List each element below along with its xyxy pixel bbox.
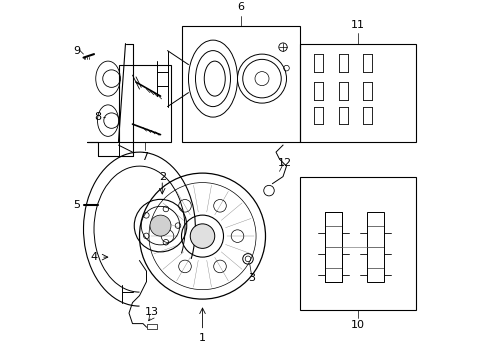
Text: 11: 11 bbox=[350, 19, 365, 30]
Text: 8: 8 bbox=[94, 112, 101, 122]
Text: 6: 6 bbox=[237, 2, 244, 12]
Bar bbox=[325, 212, 342, 282]
Circle shape bbox=[190, 224, 214, 248]
Text: 1: 1 bbox=[199, 333, 205, 343]
Bar bbox=[118, 64, 171, 141]
Bar bbox=[300, 177, 415, 310]
Text: 5: 5 bbox=[73, 199, 80, 210]
Text: 7: 7 bbox=[141, 152, 148, 162]
Text: 13: 13 bbox=[144, 307, 159, 316]
Circle shape bbox=[150, 215, 171, 236]
Text: 12: 12 bbox=[277, 158, 291, 168]
Bar bbox=[366, 212, 384, 282]
Bar bbox=[300, 44, 415, 141]
Text: 3: 3 bbox=[247, 273, 254, 283]
Bar bbox=[181, 26, 300, 141]
Text: 9: 9 bbox=[73, 46, 80, 55]
Bar bbox=[146, 324, 157, 329]
Text: 4: 4 bbox=[90, 252, 98, 262]
Text: 10: 10 bbox=[350, 320, 365, 330]
Text: 2: 2 bbox=[159, 172, 165, 181]
